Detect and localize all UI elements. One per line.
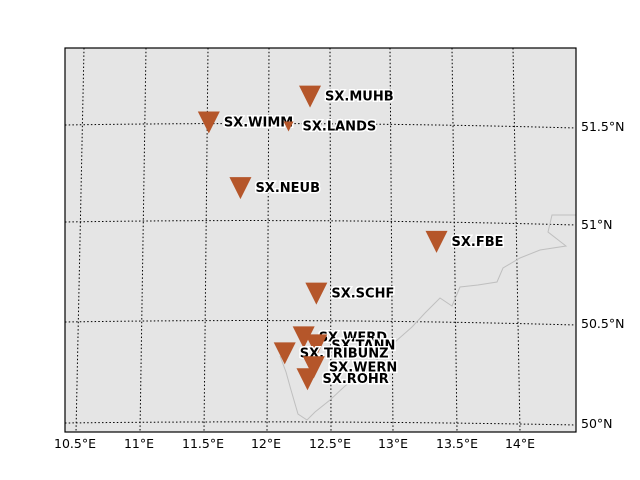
station-label-sx-schf: SX.SCHF: [331, 287, 394, 302]
map-background: [65, 48, 576, 432]
parallel-51: [64, 220, 577, 226]
stations-layer: SX.MUHB SX.WIMM SX.LANDS SX.NEUB SX.FBE SX.SC…: [197, 85, 505, 391]
x-tick-label: 10.5°E: [54, 436, 96, 451]
station-marker-sx-wern[interactable]: [302, 356, 325, 379]
y-tick-label: 50.5°N: [581, 316, 624, 331]
station-label-sx-wern: SX.WERN: [329, 360, 397, 375]
station-label-sx-wimm: SX.WIMM: [224, 116, 293, 131]
meridian-11: [139, 47, 147, 433]
x-tick-labels: 10.5°E 11°E 11.5°E 12°E 12.5°E 13°E 13.5…: [54, 436, 535, 451]
y-tick-label: 51°N: [581, 217, 613, 232]
station-label-sx-tann: SX.TANN: [331, 338, 395, 353]
meridian-10-5: [75, 47, 85, 433]
station-label-sx-neub: SX.NEUB: [255, 181, 320, 196]
meridian-13-5: [451, 47, 458, 433]
x-tick-label: 13.5°E: [436, 436, 478, 451]
station-marker-sx-wimm[interactable]: [197, 111, 220, 134]
station-label-sx-muhb: SX.MUHB: [325, 90, 394, 105]
x-tick-label: 13°E: [378, 436, 408, 451]
meridian-12-5: [329, 47, 332, 433]
parallel-51-5: [64, 123, 577, 129]
station-label-sx-lands: SX.LANDS: [303, 119, 377, 134]
map-frame: [64, 47, 577, 433]
station-marker-sx-schf[interactable]: [305, 282, 328, 305]
station-marker-sx-rohr[interactable]: [296, 368, 319, 391]
y-tick-labels: 50°N 50.5°N 51°N 51.5°N: [581, 119, 624, 431]
meridian-14: [512, 47, 521, 433]
station-marker-sx-fbe[interactable]: [425, 230, 448, 253]
meridian-13: [389, 47, 394, 433]
station-marker-sx-lands[interactable]: [283, 121, 294, 132]
station-label-sx-fbe: SX.FBE: [452, 235, 504, 250]
y-tick-label: 50°N: [581, 416, 613, 431]
meridian-12: [266, 47, 270, 433]
parallel-50-5: [64, 320, 577, 326]
parallel-50: [64, 421, 577, 426]
station-marker-sx-tribunz[interactable]: [273, 342, 296, 365]
station-marker-sx-werd[interactable]: [292, 326, 315, 349]
x-tick-label: 12.5°E: [309, 436, 351, 451]
country-border: [279, 214, 576, 421]
station-marker-sx-muhb[interactable]: [299, 85, 322, 108]
x-tick-label: 11°E: [124, 436, 154, 451]
station-marker-sx-tann[interactable]: [305, 334, 328, 357]
y-tick-label: 51.5°N: [581, 119, 624, 134]
x-tick-label: 11.5°E: [182, 436, 224, 451]
station-marker-sx-neub[interactable]: [229, 177, 252, 200]
x-tick-label: 14°E: [505, 436, 535, 451]
station-label-sx-rohr: SX.ROHR: [322, 372, 388, 387]
x-tick-label: 12°E: [251, 436, 281, 451]
station-label-sx-werd: SX.WERD: [319, 330, 388, 345]
